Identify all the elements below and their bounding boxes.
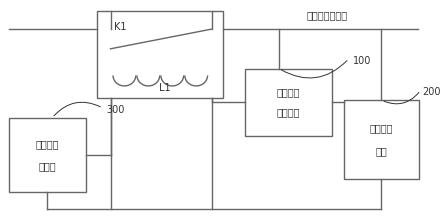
Text: 第一电源: 第一电源 <box>277 87 300 97</box>
Text: 理模块: 理模块 <box>39 161 56 171</box>
Bar <box>97 11 223 98</box>
Text: 高压供电输出端: 高压供电输出端 <box>306 10 347 20</box>
Text: 100: 100 <box>353 56 371 66</box>
Text: L1: L1 <box>159 83 171 93</box>
Bar <box>9 118 85 192</box>
Text: 模块: 模块 <box>376 147 387 157</box>
Bar <box>245 69 332 136</box>
Text: 转换电路: 转换电路 <box>277 107 300 117</box>
Text: K1: K1 <box>114 22 127 32</box>
Text: 200: 200 <box>423 87 441 97</box>
Text: 备用供电: 备用供电 <box>369 123 393 133</box>
Text: 300: 300 <box>107 105 125 115</box>
Bar <box>344 100 419 179</box>
Text: 电池包管: 电池包管 <box>35 139 59 149</box>
